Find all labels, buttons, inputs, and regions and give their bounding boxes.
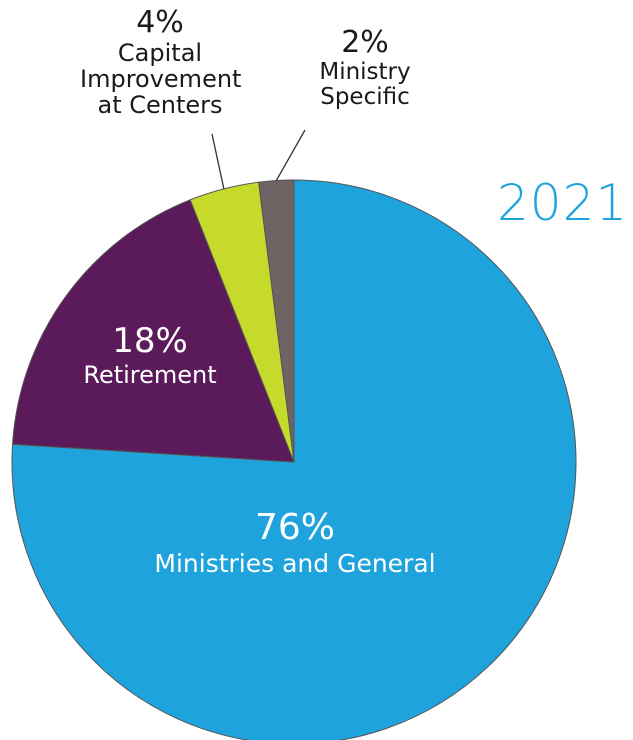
slice-label-ministry-specific: 2% Ministry Specific <box>300 26 430 110</box>
slice-label-capital: 4% Capital Improvement at Centers <box>80 6 240 119</box>
slice-name-capital-line2: Improvement <box>80 66 240 92</box>
slice-pct-capital: 4% <box>80 6 240 40</box>
chart-title: 2021 <box>497 174 628 232</box>
leader-line-capital <box>212 134 224 189</box>
slice-label-retirement: 18% Retirement <box>60 322 240 389</box>
pie-slices <box>12 180 576 740</box>
slice-pct-retirement: 18% <box>60 322 240 360</box>
leader-line-ministry-specific <box>276 130 305 181</box>
slice-label-general: 76% Ministries and General <box>130 508 460 578</box>
slice-name-general: Ministries and General <box>130 550 460 578</box>
slice-name-ministry-line1: Ministry <box>300 60 430 85</box>
slice-name-capital-line3: at Centers <box>80 92 240 118</box>
slice-name-capital-line1: Capital <box>80 40 240 66</box>
slice-name-retirement: Retirement <box>60 362 240 389</box>
slice-name-ministry-line2: Specific <box>300 85 430 110</box>
slice-pct-ministry-specific: 2% <box>300 26 430 60</box>
slice-pct-general: 76% <box>130 508 460 548</box>
